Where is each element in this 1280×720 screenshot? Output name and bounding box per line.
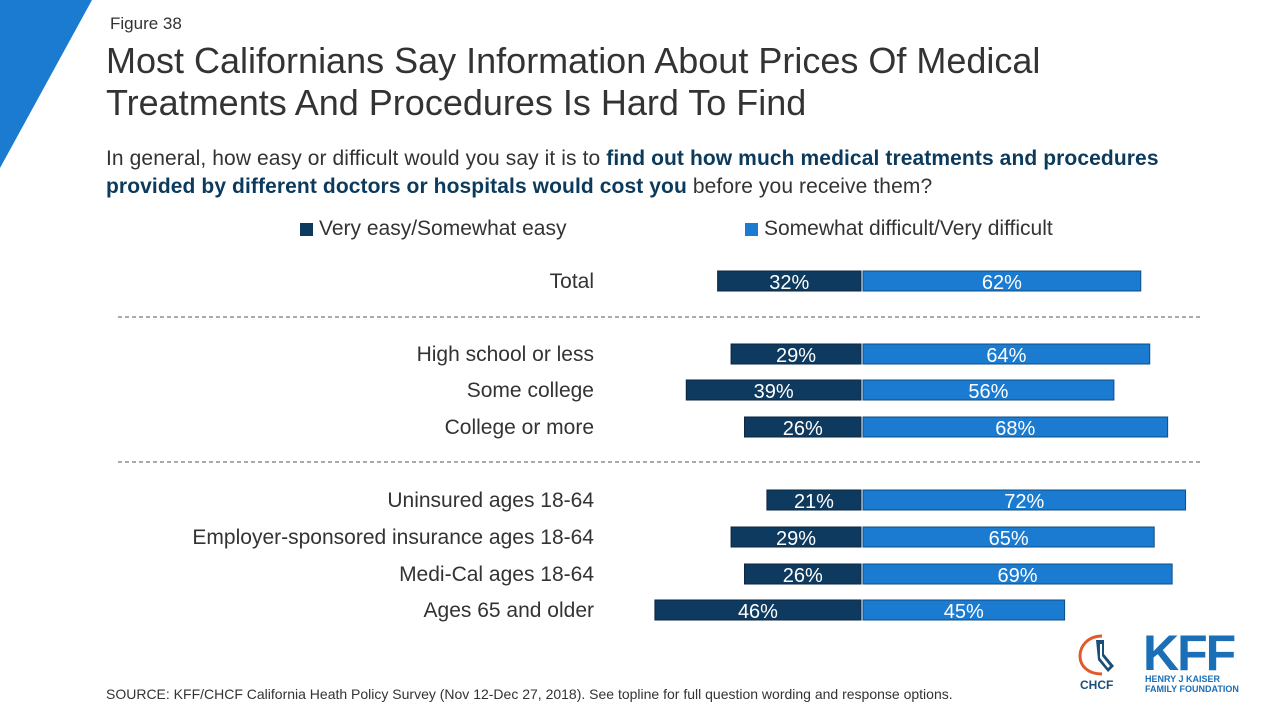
figure-label: Figure 38 [110, 14, 182, 33]
category-label: Total [550, 270, 594, 293]
bar-difficult [862, 489, 1187, 511]
bar-difficult-label: 64% [986, 345, 1026, 367]
bar-easy-label: 29% [776, 528, 816, 550]
bar-easy-label: 26% [783, 418, 823, 440]
question-text-part1: In general, how easy or difficult would … [106, 147, 607, 170]
bar-difficult [862, 270, 1142, 292]
question-text: In general, how easy or difficult would … [106, 145, 1206, 201]
bar-difficult-label: 72% [1004, 491, 1044, 513]
legend-swatch-difficult [745, 222, 758, 236]
category-label: Employer-sponsored insurance ages 18-64 [192, 526, 594, 549]
bar-difficult [862, 526, 1155, 548]
diverging-bar-chart: Total 32% 62% High school or less 29% 64% Some… [118, 270, 1200, 623]
bar-difficult-label: 68% [995, 418, 1035, 440]
bar-easy-label: 26% [783, 565, 823, 587]
category-label: Ages 65 and older [424, 599, 594, 622]
bar-difficult [862, 563, 1173, 585]
chcf-logo-mark [1078, 634, 1114, 676]
category-label: College or more [445, 416, 594, 439]
question-text-part2: before you receive them? [686, 175, 933, 198]
bar-difficult-label: 62% [982, 272, 1022, 294]
bar-easy [717, 270, 862, 292]
bar-difficult-label: 45% [944, 601, 984, 623]
legend-item-difficult: Somewhat difficult/Very difficult [745, 216, 1053, 242]
bar-difficult [862, 343, 1151, 365]
legend-swatch-easy [300, 222, 313, 236]
page-title: Most Californians Say Information About … [106, 40, 1041, 123]
bar-difficult-label: 56% [968, 381, 1008, 403]
source-note: SOURCE: KFF/CHCF California Heath Policy… [106, 686, 953, 702]
kff-logo: KFF HENRY J KAISER FAMILY FOUNDATION [1143, 626, 1243, 696]
bar-easy-label: 29% [776, 345, 816, 367]
bar-easy-label: 46% [738, 601, 778, 623]
category-label: Uninsured ages 18-64 [387, 489, 594, 512]
bar-easy-label: 32% [769, 272, 809, 294]
bar-difficult [862, 416, 1169, 438]
bar-difficult [862, 379, 1115, 401]
bar-difficult-label: 69% [998, 565, 1038, 587]
bar-easy-label: 39% [754, 381, 794, 403]
category-label: High school or less [417, 343, 594, 366]
bar-easy [744, 416, 862, 438]
legend-item-easy: Very easy/Somewhat easy [300, 216, 566, 242]
kff-logo-subtext: HENRY J KAISER FAMILY FOUNDATION [1145, 674, 1239, 694]
corner-accent-triangle [0, 0, 92, 168]
kff-logo-text: KFF [1143, 625, 1236, 681]
chcf-logo-text: CHCF [1080, 678, 1114, 692]
legend-label-easy: Very easy/Somewhat easy [319, 217, 567, 240]
bar-easy [654, 599, 862, 621]
bar-easy [730, 343, 862, 365]
bar-easy [730, 526, 862, 548]
bar-easy [766, 489, 862, 511]
corner-triangle-shape [0, 0, 92, 168]
bar-easy [744, 563, 862, 585]
chcf-logo: CHCF [1074, 632, 1130, 696]
category-label: Some college [467, 379, 594, 402]
bar-difficult [862, 599, 1066, 621]
question-text-emphasis: find out how much medical treatments and… [106, 147, 1159, 198]
bar-difficult-label: 65% [989, 528, 1029, 550]
category-label: Medi-Cal ages 18-64 [399, 563, 594, 586]
bar-easy-label: 21% [794, 491, 834, 513]
bar-easy [685, 379, 862, 401]
legend-label-difficult: Somewhat difficult/Very difficult [764, 217, 1053, 240]
